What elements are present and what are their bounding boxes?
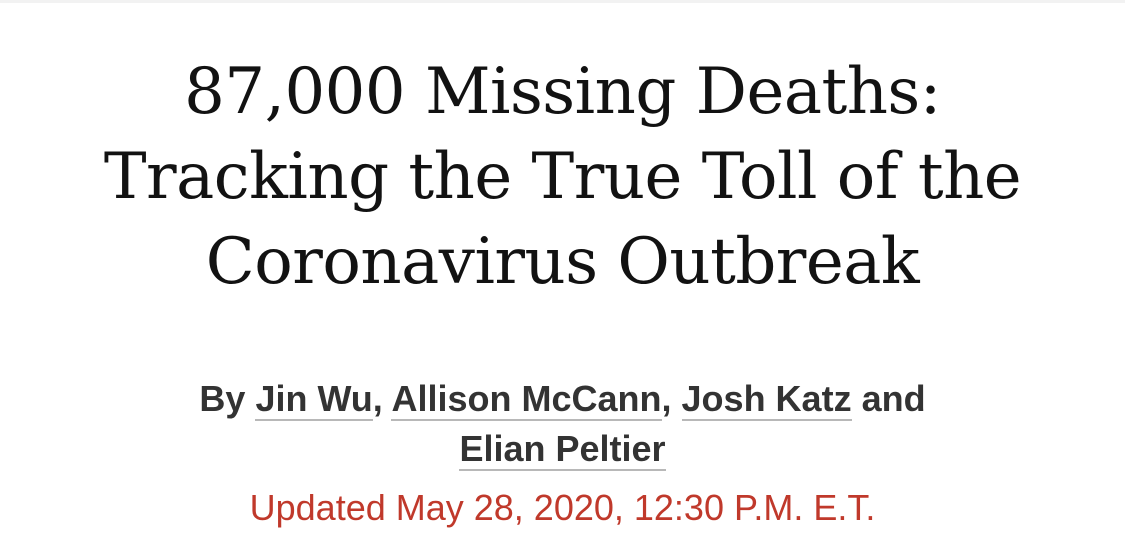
byline-prefix: By	[199, 378, 246, 419]
top-divider	[0, 0, 1125, 3]
byline-separator: ,	[372, 378, 383, 419]
article-header: 87,000 Missing Deaths: Tracking the True…	[0, 50, 1125, 305]
author-link-jin-wu[interactable]: Jin Wu	[255, 378, 373, 421]
byline: By Jin Wu, Allison McCann, Josh Katz and…	[0, 374, 1125, 474]
article-headline: 87,000 Missing Deaths: Tracking the True…	[0, 50, 1125, 305]
byline-conjunction: and	[861, 378, 926, 419]
headline-line: Tracking the True Toll of the	[103, 140, 1022, 214]
headline-line: 87,000 Missing Deaths:	[184, 55, 941, 129]
update-timestamp: Updated May 28, 2020, 12:30 P.M. E.T.	[249, 487, 876, 528]
byline-row: Elian Peltier	[0, 424, 1125, 474]
author-link-allison-mccann[interactable]: Allison McCann	[391, 378, 662, 421]
headline-line: Coronavirus Outbreak	[205, 225, 920, 299]
author-link-josh-katz[interactable]: Josh Katz	[681, 378, 852, 421]
byline-row: By Jin Wu, Allison McCann, Josh Katz and	[0, 374, 1125, 424]
author-link-elian-peltier[interactable]: Elian Peltier	[459, 428, 666, 471]
byline-separator: ,	[661, 378, 672, 419]
